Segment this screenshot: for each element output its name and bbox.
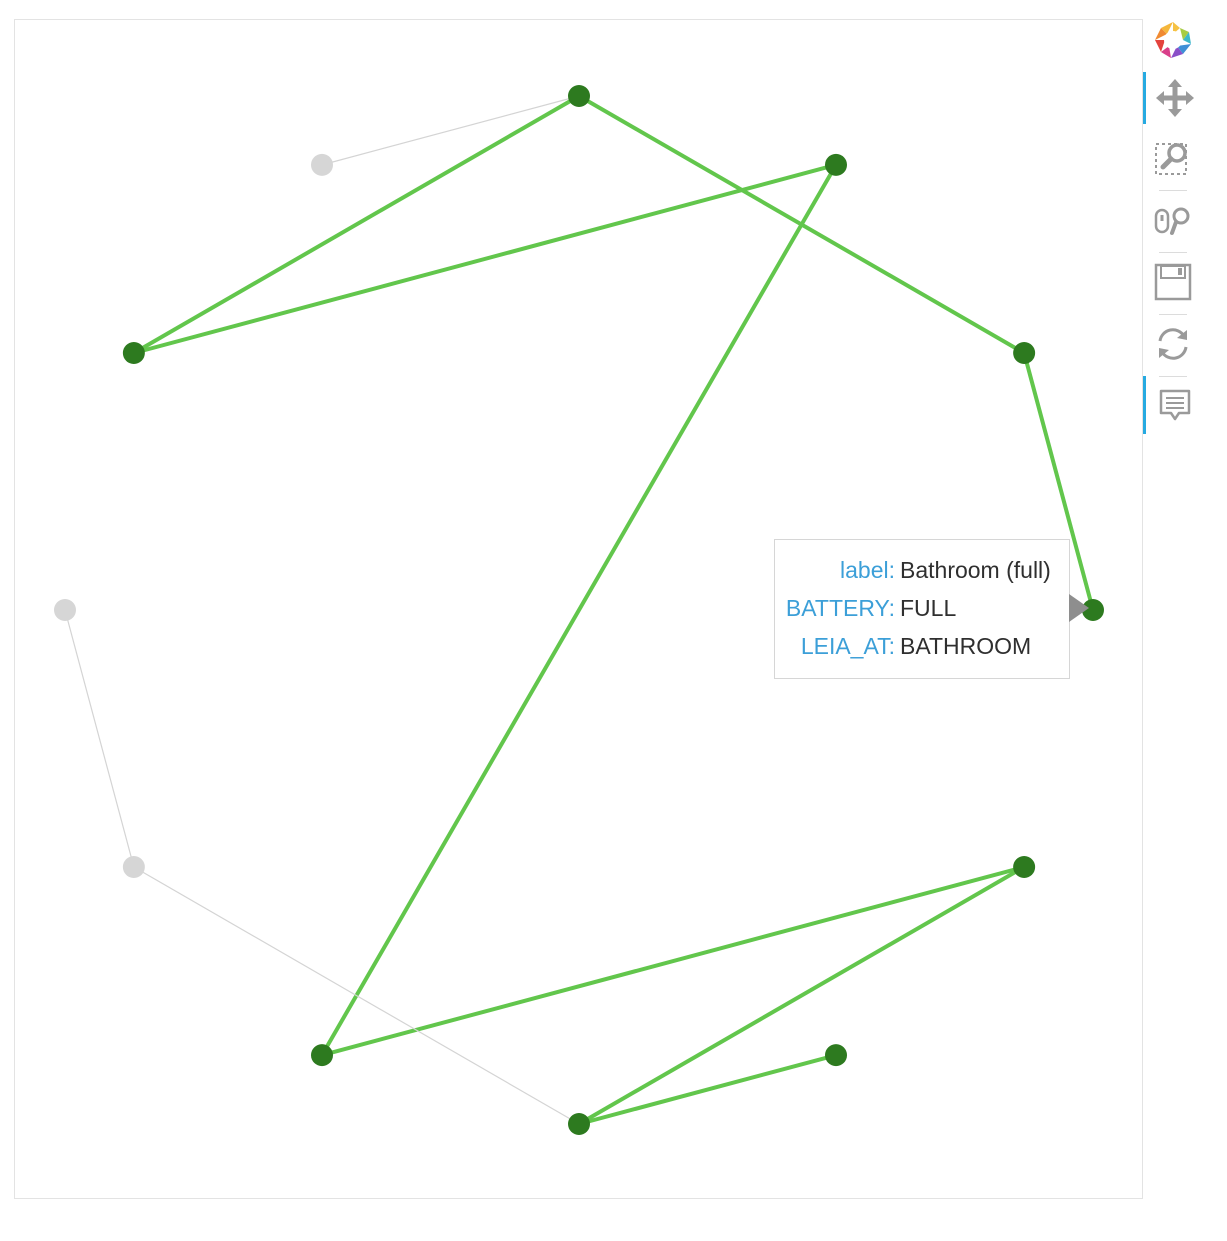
bokeh-logo-icon xyxy=(1155,22,1191,58)
tooltip-key: label: xyxy=(840,557,895,583)
bokeh-logo[interactable] xyxy=(1143,14,1203,66)
graph-edge-inactive xyxy=(321,95,580,166)
graph-node[interactable] xyxy=(311,1044,333,1067)
graph-edge xyxy=(578,865,1026,1126)
graph-node[interactable] xyxy=(1013,342,1036,364)
graph-edge xyxy=(132,94,581,355)
graph-node-inactive[interactable] xyxy=(311,153,333,176)
graph-node[interactable] xyxy=(122,342,145,364)
toolbar-divider xyxy=(1159,252,1187,253)
save-icon xyxy=(1154,263,1192,301)
graph-node[interactable] xyxy=(568,1113,590,1135)
graph-node[interactable] xyxy=(825,1044,847,1067)
graph-node-inactive[interactable] xyxy=(54,599,76,621)
graph-edge xyxy=(578,94,1026,355)
pan-icon xyxy=(1155,79,1194,117)
box-zoom-icon xyxy=(1155,143,1187,175)
reset-tool[interactable] xyxy=(1143,318,1203,370)
wheel-zoom-icon xyxy=(1154,207,1190,235)
hover-tool[interactable] xyxy=(1143,376,1203,434)
tooltip-value: FULL xyxy=(900,595,957,621)
hover-icon xyxy=(1159,389,1190,421)
graph-edge xyxy=(320,163,838,1057)
tooltip-key: BATTERY: xyxy=(785,595,895,621)
graph-edge xyxy=(1022,352,1095,611)
tooltip-pointer xyxy=(1069,594,1089,622)
graph-edge xyxy=(321,865,1025,1058)
pan-tool[interactable] xyxy=(1143,72,1203,124)
graph-node-inactive[interactable] xyxy=(122,856,145,878)
save-tool[interactable] xyxy=(1143,256,1203,308)
tooltip-row-battery: BATTERY: FULL xyxy=(775,593,1071,623)
tooltip-value: BATHROOM xyxy=(900,633,1032,659)
graph-node[interactable] xyxy=(1013,856,1036,878)
toolbar-divider xyxy=(1159,376,1187,377)
plot-toolbar xyxy=(1143,14,1203,454)
hover-tooltip: label: Bathroom (full) BATTERY: FULL LEI… xyxy=(774,539,1070,679)
graph-node[interactable] xyxy=(568,85,590,107)
tooltip-row-label: label: Bathroom (full) xyxy=(775,555,1071,585)
graph-edge xyxy=(133,162,837,355)
toolbar-divider xyxy=(1159,314,1187,315)
graph-node[interactable] xyxy=(825,153,847,176)
box-zoom-tool[interactable] xyxy=(1143,132,1203,184)
graph-edge-inactive xyxy=(133,866,580,1125)
graph-edge xyxy=(578,1053,837,1126)
wheel-zoom-tool[interactable] xyxy=(1143,194,1203,246)
tooltip-row-leia-at: LEIA_AT: BATHROOM xyxy=(775,631,1071,661)
tooltip-key: LEIA_AT: xyxy=(800,633,895,659)
tooltip-value: Bathroom (full) xyxy=(900,557,1051,583)
graph-edge-inactive xyxy=(64,609,135,868)
toolbar-divider xyxy=(1159,190,1187,191)
reset-icon xyxy=(1158,328,1188,360)
